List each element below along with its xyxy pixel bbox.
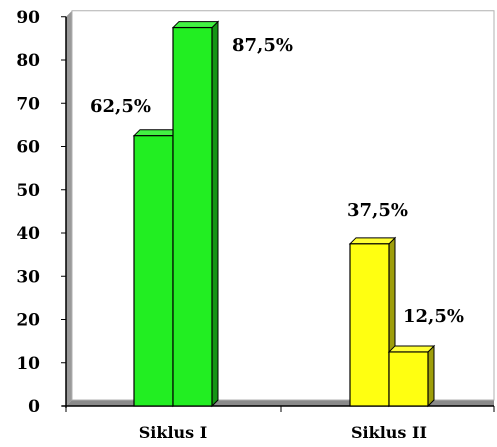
bar-group: [132, 20, 436, 408]
y-tick-label: 10: [16, 354, 40, 374]
bar-siklus-i-2: [171, 20, 220, 408]
y-tick-label: 40: [16, 224, 40, 244]
bar-front: [388, 351, 429, 407]
bar-side: [427, 344, 435, 408]
y-axis: 0 10 20 30 40 50 60 70 80 90: [16, 8, 66, 417]
data-label: 62,5%: [90, 96, 151, 117]
bar-siklus-ii-1: [348, 236, 397, 408]
bar-top: [387, 345, 436, 353]
bar-siklus-i-1: [132, 128, 181, 408]
bar-side: [211, 20, 219, 408]
data-label: 87,5%: [232, 35, 293, 56]
data-label: 37,5%: [347, 200, 408, 221]
y-tick-label: 60: [16, 138, 40, 158]
plot-left-wall: [66, 10, 72, 406]
bar-siklus-ii-2: [387, 344, 436, 408]
data-labels: 62,5% 87,5% 37,5% 12,5%: [90, 35, 464, 327]
y-tick-label: 70: [16, 94, 40, 114]
bar-top: [171, 21, 220, 29]
x-axis: Siklus I Siklus II: [65, 406, 495, 442]
x-tick-label: Siklus II: [351, 423, 427, 442]
y-tick-label: 80: [16, 51, 40, 71]
bar-front: [133, 135, 174, 407]
y-tick-label: 50: [16, 181, 40, 201]
data-label: 12,5%: [403, 306, 464, 327]
bar-top: [132, 129, 181, 137]
bar-front: [349, 243, 390, 407]
plot-back-wall: [71, 10, 495, 401]
x-tick-label: Siklus I: [139, 423, 208, 442]
y-tick-label: 0: [28, 397, 40, 417]
y-tick-label: 20: [16, 311, 40, 331]
y-tick-label: 30: [16, 267, 40, 287]
y-tick-label: 90: [16, 8, 40, 28]
bar-top: [348, 237, 397, 245]
bar-front: [172, 26, 213, 407]
